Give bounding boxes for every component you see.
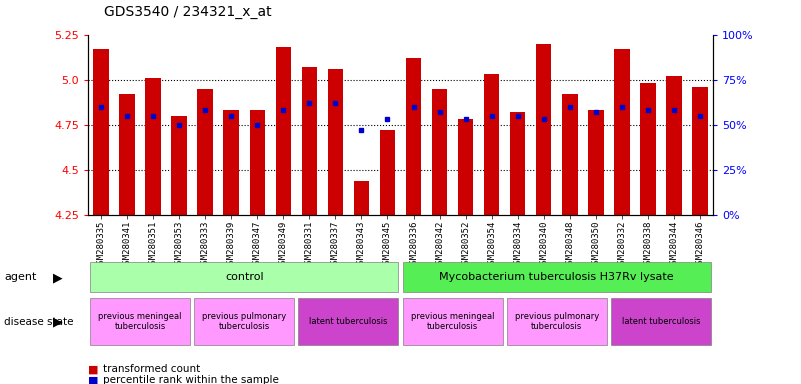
Text: ■: ■: [88, 375, 99, 384]
Bar: [640, 83, 655, 215]
Bar: [536, 44, 551, 215]
Bar: [93, 49, 109, 215]
Text: previous pulmonary
tuberculosis: previous pulmonary tuberculosis: [202, 312, 287, 331]
Bar: [146, 78, 161, 215]
Bar: [614, 49, 630, 215]
Text: agent: agent: [4, 272, 36, 283]
Bar: [692, 87, 708, 215]
Bar: [91, 298, 190, 346]
Bar: [507, 298, 606, 346]
Bar: [484, 74, 500, 215]
Bar: [250, 110, 265, 215]
Bar: [403, 298, 502, 346]
Text: GDS3540 / 234321_x_at: GDS3540 / 234321_x_at: [104, 5, 272, 19]
Bar: [403, 262, 710, 293]
Text: disease state: disease state: [4, 316, 74, 327]
Text: control: control: [225, 272, 264, 283]
Bar: [588, 110, 604, 215]
Text: latent tuberculosis: latent tuberculosis: [622, 317, 700, 326]
Bar: [119, 94, 135, 215]
Bar: [328, 69, 343, 215]
Bar: [380, 130, 396, 215]
Bar: [276, 47, 292, 215]
Bar: [299, 298, 398, 346]
Bar: [195, 298, 294, 346]
Bar: [562, 94, 578, 215]
Text: previous meningeal
tuberculosis: previous meningeal tuberculosis: [411, 312, 494, 331]
Bar: [171, 116, 187, 215]
Bar: [353, 181, 369, 215]
Text: latent tuberculosis: latent tuberculosis: [309, 317, 388, 326]
Text: ▶: ▶: [53, 271, 62, 284]
Bar: [91, 262, 398, 293]
Bar: [509, 112, 525, 215]
Bar: [432, 89, 447, 215]
Bar: [666, 76, 682, 215]
Text: ▶: ▶: [53, 315, 62, 328]
Text: previous pulmonary
tuberculosis: previous pulmonary tuberculosis: [514, 312, 599, 331]
Bar: [457, 119, 473, 215]
Text: transformed count: transformed count: [103, 364, 199, 374]
Bar: [198, 89, 213, 215]
Bar: [223, 110, 239, 215]
Bar: [301, 67, 317, 215]
Text: Mycobacterium tuberculosis H37Rv lysate: Mycobacterium tuberculosis H37Rv lysate: [440, 272, 674, 283]
Text: previous meningeal
tuberculosis: previous meningeal tuberculosis: [99, 312, 182, 331]
Bar: [611, 298, 710, 346]
Bar: [406, 58, 421, 215]
Text: ■: ■: [88, 364, 99, 374]
Text: percentile rank within the sample: percentile rank within the sample: [103, 375, 279, 384]
